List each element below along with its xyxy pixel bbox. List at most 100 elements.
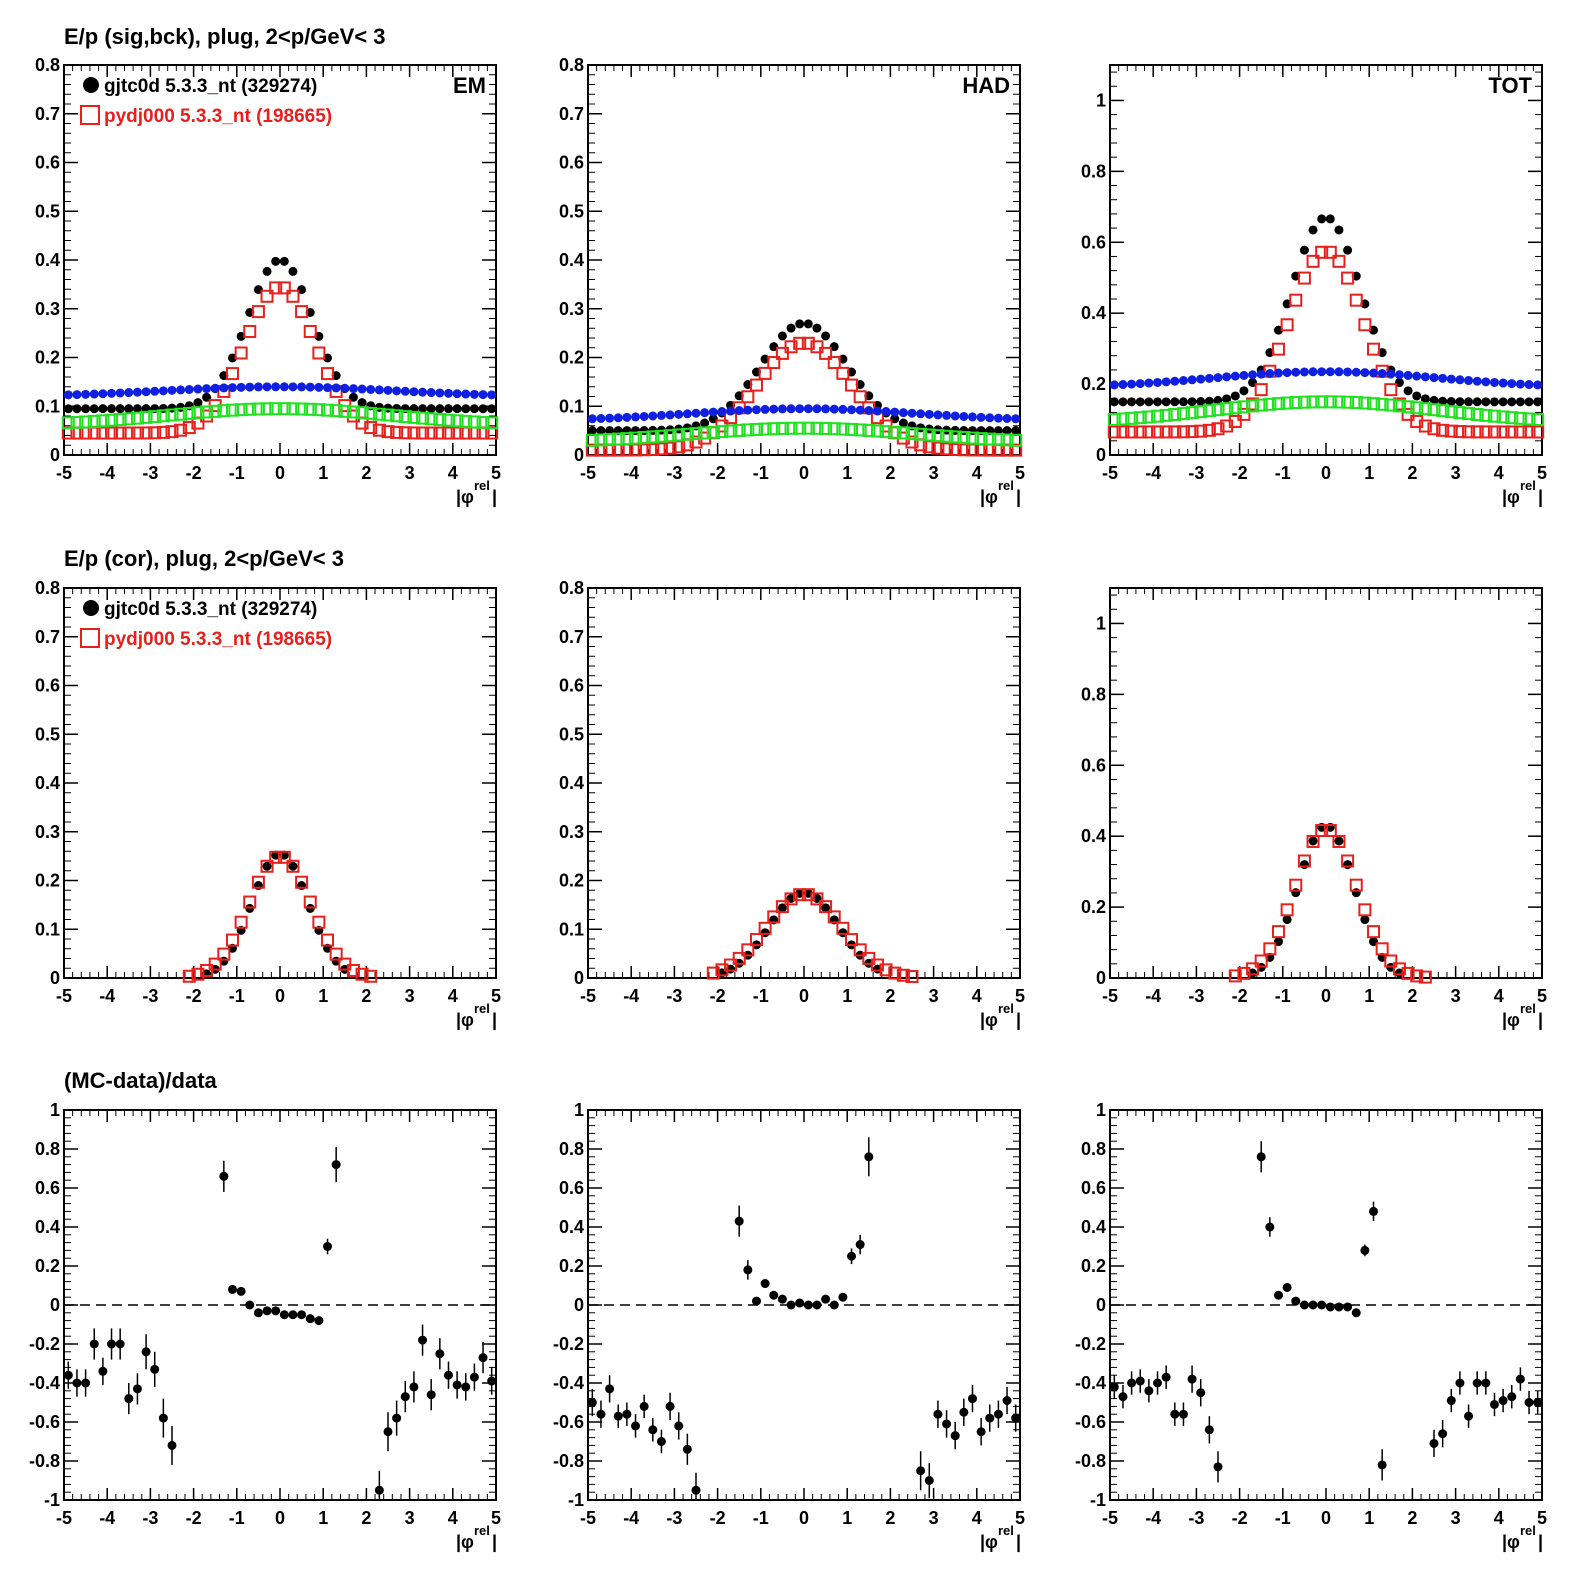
mc-point [706,966,720,980]
bck-data-point [1127,379,1137,389]
ratio-point [1161,1372,1171,1382]
bck-data-point [1472,376,1482,386]
bck-data-point [682,409,692,419]
ratio-point [751,1296,761,1306]
ratio-point [461,1382,471,1392]
mc-point [1315,245,1329,259]
x-tick-label: -4 [623,986,639,1006]
bck-mc-point [888,425,902,439]
mc-point [1306,834,1320,848]
x-tick-label: -4 [99,986,115,1006]
bck-mc-point [234,403,248,417]
bck-data-point [855,405,865,415]
bck-mc-point [1306,395,1320,409]
data-point [1507,397,1517,407]
bck-mc-point [130,411,144,425]
x-tick-label: -4 [623,1508,639,1528]
mc-point [295,875,309,889]
y-tick-label: 0.4 [559,773,584,793]
mc-point [810,340,824,354]
bck-data-point [383,385,393,395]
ratio-point [639,1401,649,1411]
legend-mc-label: pydj000 5.3.3_nt (198665) [104,629,332,650]
y-tick-label: 0.6 [559,1178,584,1198]
bck-data-point [881,407,891,417]
bck-mc-point [914,427,928,441]
data-point [81,404,91,414]
ratio-point [452,1380,462,1390]
mc-point [741,390,755,404]
y-tick-label: 0 [50,1295,60,1315]
ratio-point [743,1265,753,1275]
mc-point [450,426,464,440]
bck-mc-point [416,411,430,425]
mc-point [689,435,703,449]
data-point [1420,394,1430,404]
ratio-point [665,1401,675,1411]
ratio-point [297,1310,307,1320]
mc-point [1410,969,1424,983]
bck-mc-point [1116,412,1130,426]
ratio-point [1438,1429,1448,1439]
x-tick-label: -2 [710,986,726,1006]
ratio-point [426,1390,436,1400]
mc-point [767,910,781,924]
data-point [777,331,787,341]
bck-mc-point [1194,405,1208,419]
bck-data-point [314,382,324,392]
y-tick-label: 1 [50,1100,60,1120]
bck-data-point [115,388,125,398]
bck-mc-point [1427,403,1441,417]
y-tick-label: -0.4 [29,1373,60,1393]
ratio-point [469,1372,479,1382]
y-tick-label: 1 [1096,613,1106,633]
x-tick-label: 5 [1015,463,1025,483]
x-tick-label: -2 [710,463,726,483]
bck-data-point [357,384,367,394]
x-tick-label: 2 [361,463,371,483]
data-point [124,404,134,414]
bck-mc-point [896,426,910,440]
bck-mc-point [1228,401,1242,415]
bck-mc-point [706,425,720,439]
bck-data-point [63,390,73,400]
plot-frame [587,587,1021,979]
bck-mc-point [819,421,833,435]
y-tick-label: 0.8 [35,55,60,75]
mc-point [1401,407,1415,421]
mc-point [1453,425,1467,439]
bck-data-point [1481,377,1491,387]
ratio-point [942,1419,952,1429]
mc-point [1522,425,1536,439]
bck-data-point [726,406,736,416]
x-tick-label: 1 [1364,986,1374,1006]
bck-data-point [1256,369,1266,379]
bck-data-point [1369,368,1379,378]
y-tick-label: 0.4 [35,773,60,793]
bck-mc-point [1202,404,1216,418]
ratio-point [124,1394,134,1404]
data-point [596,426,606,436]
x-tick-label: -2 [186,463,202,483]
bck-data-point [1187,375,1197,385]
bck-data-point [648,411,658,421]
bck-data-point [1524,380,1534,390]
mc-point [1332,254,1346,268]
bck-data-point [993,413,1003,423]
bck-data-point [829,404,839,414]
bck-data-point [1273,368,1283,378]
ratio-point [993,1409,1003,1419]
bck-mc-point [1436,404,1450,418]
bck-data-point [210,383,220,393]
bck-data-point [950,411,960,421]
bck-mc-point [1358,396,1372,410]
bck-data-point [976,412,986,422]
mc-point [243,324,257,338]
ratio-point [613,1411,623,1421]
bck-mc-point [381,408,395,422]
mc-point [398,426,412,440]
ratio-point [1196,1388,1206,1398]
bck-data-point [1515,379,1525,389]
ratio-point [760,1279,770,1289]
bck-mc-point [749,422,763,436]
